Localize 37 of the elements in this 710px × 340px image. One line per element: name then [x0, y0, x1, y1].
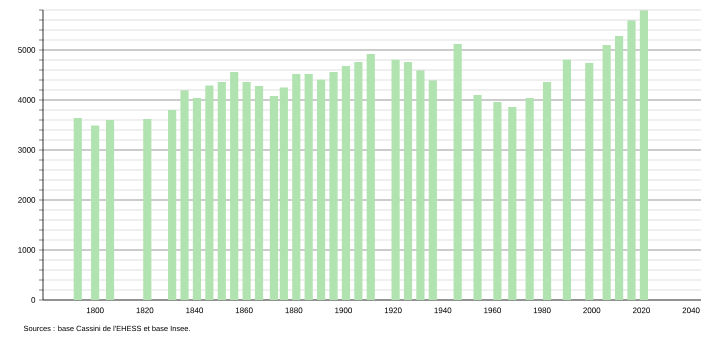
bar [106, 120, 114, 300]
bar [366, 54, 375, 300]
bar [317, 80, 326, 300]
bar [205, 86, 214, 300]
bar [74, 118, 82, 300]
bar [454, 44, 462, 300]
bar [614, 36, 624, 300]
bar [254, 86, 264, 300]
bar [180, 90, 189, 300]
bar [304, 74, 313, 300]
bar [473, 95, 482, 300]
bar [218, 82, 226, 300]
bar [292, 74, 300, 300]
bar [493, 102, 502, 300]
bar [428, 80, 437, 300]
bar [342, 66, 350, 300]
bar [230, 72, 238, 300]
bar [404, 62, 412, 300]
bar [168, 110, 176, 300]
bar [143, 119, 152, 300]
bar [329, 72, 338, 300]
bar [91, 126, 100, 300]
bar [416, 70, 425, 300]
bar [391, 60, 400, 300]
bar [508, 107, 516, 300]
bar [627, 20, 636, 300]
bar [542, 82, 552, 300]
bar [354, 62, 362, 300]
bar [270, 96, 278, 300]
bar [192, 98, 202, 300]
bar [242, 82, 251, 300]
bar [526, 98, 534, 300]
bar [585, 63, 594, 300]
bar [280, 88, 288, 300]
bar [602, 45, 611, 300]
bar [640, 10, 648, 300]
bar [562, 60, 572, 300]
